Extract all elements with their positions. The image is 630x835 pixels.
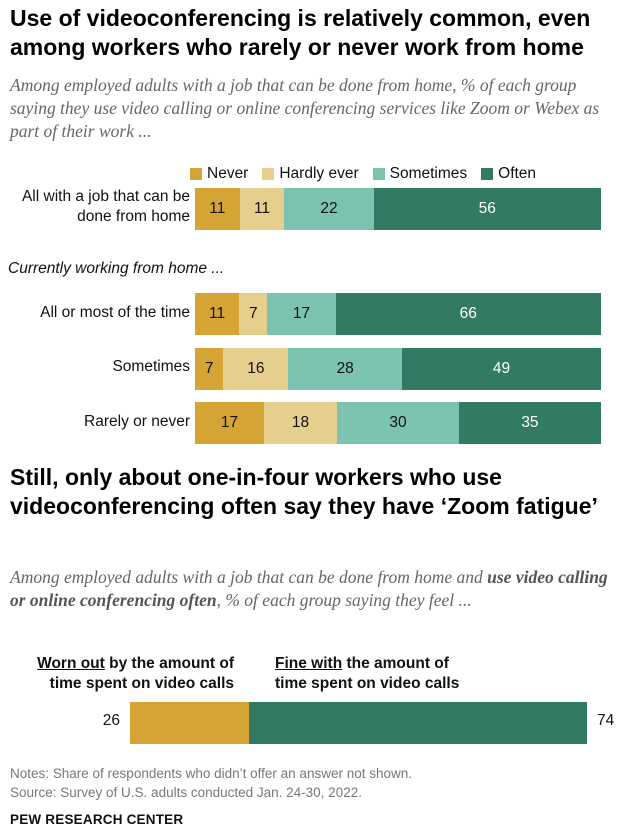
source: Source: Survey of U.S. adults conducted … — [10, 785, 362, 800]
bar-segment-hardly-ever: 18 — [264, 402, 338, 444]
bar-segment-often: 66 — [335, 293, 601, 335]
bar-segment-often: 35 — [458, 402, 601, 444]
bar-segment-fine-with — [248, 702, 587, 744]
worn-out-label: Worn out by the amount of time spent on … — [18, 654, 234, 694]
bar-value-label: 11 — [209, 200, 226, 217]
bar-value-label: 35 — [521, 414, 539, 431]
row-label-all: All with a job that can be done from hom… — [21, 188, 190, 225]
section-label: Currently working from home ... — [8, 260, 225, 277]
bar-segment-never: 17 — [195, 402, 265, 444]
bar-segment-often: 56 — [373, 188, 601, 230]
legend-swatch-hardly-ever — [262, 168, 275, 180]
bar-segment-never: 11 — [195, 188, 240, 230]
bar-value-label: 17 — [292, 305, 311, 322]
worn-out-label-line2: time spent on video calls — [49, 675, 234, 692]
bar-segment-never: 7 — [195, 348, 224, 390]
row-label-rarely: Rarely or never — [84, 413, 190, 430]
legend-swatch-never — [190, 168, 202, 180]
bar-value-label: 7 — [204, 360, 214, 377]
chart2-subtitle: Among employed adults with a job that ca… — [10, 566, 622, 612]
row-label-sometimes: Sometimes — [112, 358, 190, 375]
stacked-bar-all: 11 11 22 56 — [195, 188, 601, 230]
legend-item-hardly-ever: Hardly ever — [262, 165, 359, 183]
legend-label-never: Never — [207, 165, 249, 182]
bar-segment-hardly-ever: 7 — [239, 293, 268, 335]
legend-label-sometimes: Sometimes — [389, 165, 468, 182]
legend-item-sometimes: Sometimes — [372, 165, 468, 183]
fine-with-value: 74 — [597, 712, 615, 729]
bar-segment-often: 49 — [402, 348, 601, 390]
notes: Notes: Share of respondents who didn’t o… — [10, 766, 412, 781]
bar-value-label: 66 — [459, 305, 477, 322]
chart2-subtitle-pre: Among employed adults with a job that ca… — [10, 567, 488, 587]
fine-with-label: Fine with the amount of time spent on vi… — [275, 654, 515, 694]
bar-value-label: 18 — [291, 414, 310, 431]
worn-out-label-rest: by the amount of — [104, 655, 234, 672]
bar-segment-sometimes: 22 — [284, 188, 374, 230]
bar-value-label: 22 — [320, 200, 338, 217]
bar-segment-never: 11 — [195, 293, 240, 335]
bar-segment-worn-out — [130, 702, 249, 744]
chart2-subtitle-post: , % of each group saying they feel ... — [216, 590, 472, 610]
fatigue-stacked-bar — [130, 702, 587, 744]
bar-value-label: 16 — [247, 360, 265, 377]
stacked-bar-sometimes: 7 16 28 49 — [195, 348, 601, 390]
bar-value-label: 30 — [389, 414, 407, 431]
fine-with-label-line2: time spent on video calls — [275, 675, 460, 692]
worn-out-value: 26 — [102, 712, 120, 729]
stacked-bar-rarely: 17 18 30 35 — [195, 402, 601, 444]
bar-value-label: 17 — [220, 414, 239, 431]
legend-label-hardly-ever: Hardly ever — [279, 165, 359, 182]
chart1-subtitle: Among employed adults with a job that ca… — [10, 75, 600, 141]
legend-label-often: Often — [498, 165, 537, 182]
bar-value-label: 11 — [253, 200, 271, 217]
chart1-legend: Never Hardly ever Sometimes Often — [190, 164, 550, 184]
legend-swatch-sometimes — [372, 168, 385, 180]
bar-value-label: 7 — [248, 305, 258, 322]
bar-segment-hardly-ever: 11 — [239, 188, 285, 230]
chart1-title: Use of videoconferencing is relatively c… — [10, 5, 591, 60]
bar-value-label: 11 — [209, 305, 226, 322]
legend-item-never: Never — [190, 165, 248, 183]
brand-label: PEW RESEARCH CENTER — [10, 812, 184, 827]
bar-value-label: 28 — [336, 360, 354, 377]
bar-segment-hardly-ever: 16 — [223, 348, 289, 390]
legend-item-often: Often — [481, 165, 536, 183]
fine-with-label-rest: the amount of — [342, 655, 449, 672]
chart2-title: Still, only about one-in-four workers wh… — [10, 464, 598, 519]
row-label-most-time: All or most of the time — [40, 304, 190, 321]
bar-value-label: 49 — [492, 360, 511, 377]
bar-segment-sometimes: 17 — [267, 293, 336, 335]
chart2-subtitle-bold: use video calling or online conferencing… — [10, 567, 608, 610]
bar-segment-sometimes: 28 — [288, 348, 403, 390]
bar-value-label: 56 — [478, 200, 496, 217]
fine-with-label-underlined: Fine with — [275, 655, 343, 672]
bar-segment-sometimes: 30 — [337, 402, 459, 444]
stacked-bar-most-time: 11 7 17 66 — [195, 293, 601, 335]
legend-swatch-often — [481, 168, 494, 180]
worn-out-label-underlined: Worn out — [37, 655, 105, 672]
